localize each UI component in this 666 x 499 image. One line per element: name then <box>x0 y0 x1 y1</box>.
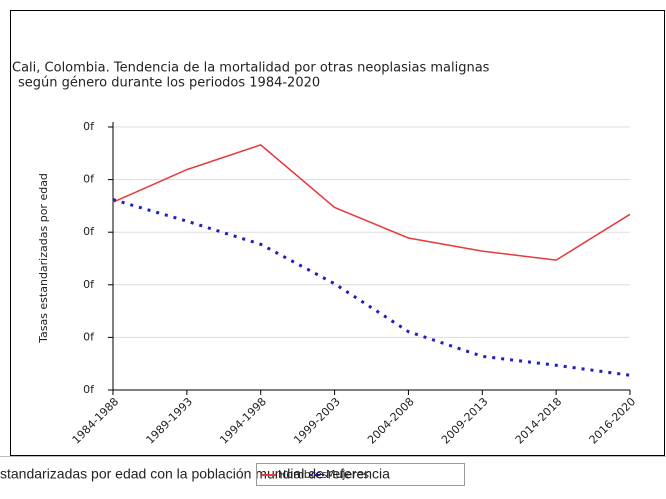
legend-box <box>256 463 465 486</box>
legend-label: Hombres <box>278 468 328 481</box>
footer: standarizadas por edad con la población … <box>0 466 390 482</box>
y-tick-label: 0f <box>83 278 95 291</box>
y-tick-label: 0f <box>83 383 95 396</box>
legend-label: Mujeres <box>326 468 369 481</box>
y-tick-label: 0f <box>83 225 95 238</box>
chart-title: Cali, Colombia. Tendencia de la mortalid… <box>12 61 490 76</box>
y-axis-label: Tasas estandarizadas por edad <box>37 173 50 344</box>
series-line <box>112 144 631 261</box>
y-tick-label: 0f <box>83 173 95 186</box>
chart-subtitle: según género durante los periodos 1984-2… <box>18 76 320 91</box>
frame <box>10 10 665 456</box>
y-tick-label: 0f <box>83 330 95 343</box>
y-tick-label: 0f <box>83 120 95 133</box>
